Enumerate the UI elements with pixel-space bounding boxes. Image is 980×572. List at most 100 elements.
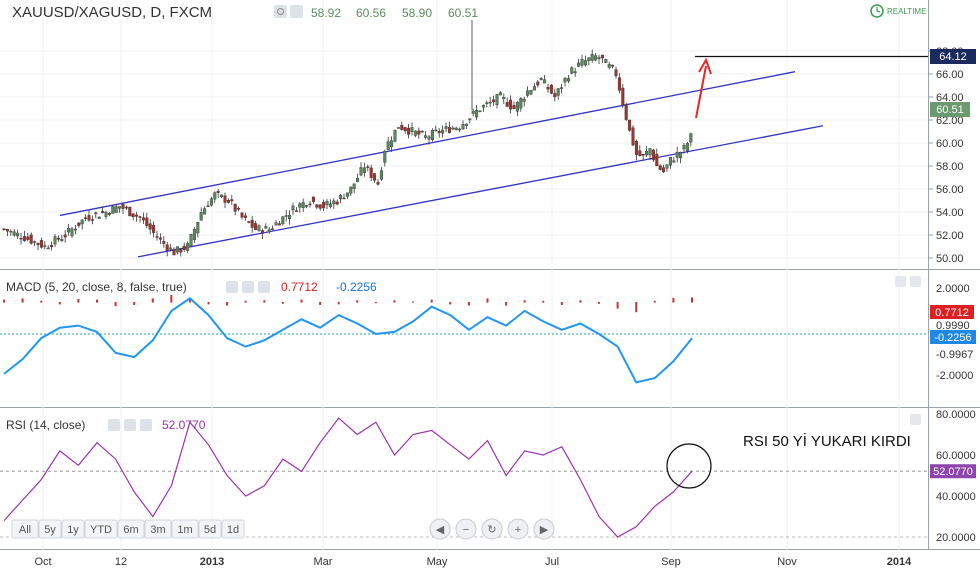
candle-down (216, 190, 220, 193)
reset-icon: ↻ (487, 524, 496, 536)
zoom-in-button[interactable] (507, 518, 529, 540)
current-price-badge (930, 102, 970, 117)
macd-up-icon[interactable] (895, 276, 906, 287)
eye-icon[interactable] (274, 5, 287, 18)
candle-down (447, 127, 451, 134)
rsi-eye-icon[interactable] (108, 419, 120, 431)
settings-icon[interactable] (290, 5, 303, 18)
channel-lower-line[interactable] (137, 125, 824, 258)
time-tick-label: May (427, 556, 448, 568)
candle-down (26, 236, 30, 240)
candle-down (138, 216, 142, 218)
candle-up (114, 206, 118, 213)
candle-up (577, 62, 581, 67)
candle-up (67, 227, 71, 233)
timeframe-label: 5d (204, 524, 216, 536)
candle-down (600, 54, 604, 59)
candle-up (352, 183, 356, 189)
time-tick-label: Jul (545, 556, 559, 568)
candle-up (328, 203, 332, 208)
candle-up (9, 230, 13, 233)
candle-up (339, 194, 343, 200)
channel-upper-line[interactable] (59, 71, 796, 217)
candle-up (281, 216, 285, 225)
macd-line-badge (930, 330, 976, 344)
candle-up (291, 205, 295, 211)
candle-up (526, 90, 530, 96)
candle-down (152, 225, 156, 233)
realtime-indicator: REALTIME (870, 4, 926, 18)
timeframe-label: 1y (67, 524, 79, 536)
timeframe-button-3m[interactable] (144, 519, 172, 539)
candle-down (94, 212, 98, 215)
candle-down (101, 211, 105, 213)
candle-up (560, 87, 564, 89)
candle-up (325, 201, 329, 206)
timeframe-button-5y[interactable] (38, 519, 62, 539)
candle-up (359, 167, 363, 176)
macd-close-icon[interactable] (258, 281, 270, 293)
price-tick-label: 66.00 (936, 69, 964, 81)
candle-up (196, 221, 200, 234)
rsi-badge (930, 464, 976, 479)
timeframe-button-6m[interactable] (117, 519, 145, 539)
candle-down (400, 125, 404, 130)
macd-settings-icon[interactable] (242, 281, 254, 293)
scroll-right-button[interactable] (533, 518, 555, 540)
time-axis: Oct 12 2013 Mar May Jul Sep Nov 2014 (34, 556, 912, 568)
timeframe-button-1y[interactable] (61, 519, 85, 539)
candle-down (19, 238, 23, 240)
timeframe-button-ytd[interactable] (84, 519, 118, 539)
candle-up (672, 160, 676, 163)
candle-up (587, 57, 591, 61)
candle-down (505, 101, 509, 107)
price-panel (0, 0, 928, 270)
timeframe-button-1m[interactable] (171, 519, 199, 539)
rsi-settings-icon[interactable] (124, 419, 136, 431)
candle-up (689, 133, 693, 143)
rsi-up-icon[interactable] (910, 414, 921, 425)
time-tick-label: Mar (314, 556, 333, 568)
candle-up (481, 105, 485, 108)
candle-up (271, 228, 275, 230)
candle-up (390, 140, 394, 148)
candle-down (39, 240, 43, 248)
candle-down (84, 217, 88, 219)
reset-button[interactable] (481, 518, 503, 540)
price-tick-label: 64.00 (936, 92, 964, 104)
candle-down (651, 149, 655, 161)
candle-down (2, 228, 6, 231)
candle-down (223, 195, 227, 203)
candle-up (53, 236, 57, 245)
candle-down (597, 57, 601, 59)
candle-up (284, 215, 288, 217)
candle-up (80, 219, 84, 225)
candle-up (43, 245, 47, 247)
candle-up (97, 216, 101, 219)
candle-down (22, 236, 26, 241)
macd-down-icon[interactable] (910, 276, 921, 287)
candle-down (233, 203, 237, 212)
timeframe-button-all[interactable] (11, 519, 39, 539)
candle-up (539, 78, 543, 80)
candle-down (315, 204, 319, 208)
eye-icon-pupil (277, 8, 284, 15)
macd-eye-icon[interactable] (226, 281, 238, 293)
candle-up (685, 143, 689, 152)
rsi-close-icon[interactable] (140, 419, 152, 431)
candle-up (213, 192, 217, 200)
candle-down (121, 204, 125, 209)
timeframe-button-5d[interactable] (198, 519, 222, 539)
ohlc-close: 60.51 (448, 6, 478, 20)
scroll-left-button[interactable] (429, 518, 451, 540)
candle-down (237, 208, 241, 210)
zoom-out-button[interactable] (455, 518, 477, 540)
candle-up (679, 152, 683, 159)
candle-up (580, 59, 584, 66)
candle-down (366, 166, 370, 168)
candle-down (172, 248, 176, 256)
candle-up (590, 54, 594, 61)
timeframe-button-1d[interactable] (221, 519, 245, 539)
candle-down (308, 203, 312, 206)
